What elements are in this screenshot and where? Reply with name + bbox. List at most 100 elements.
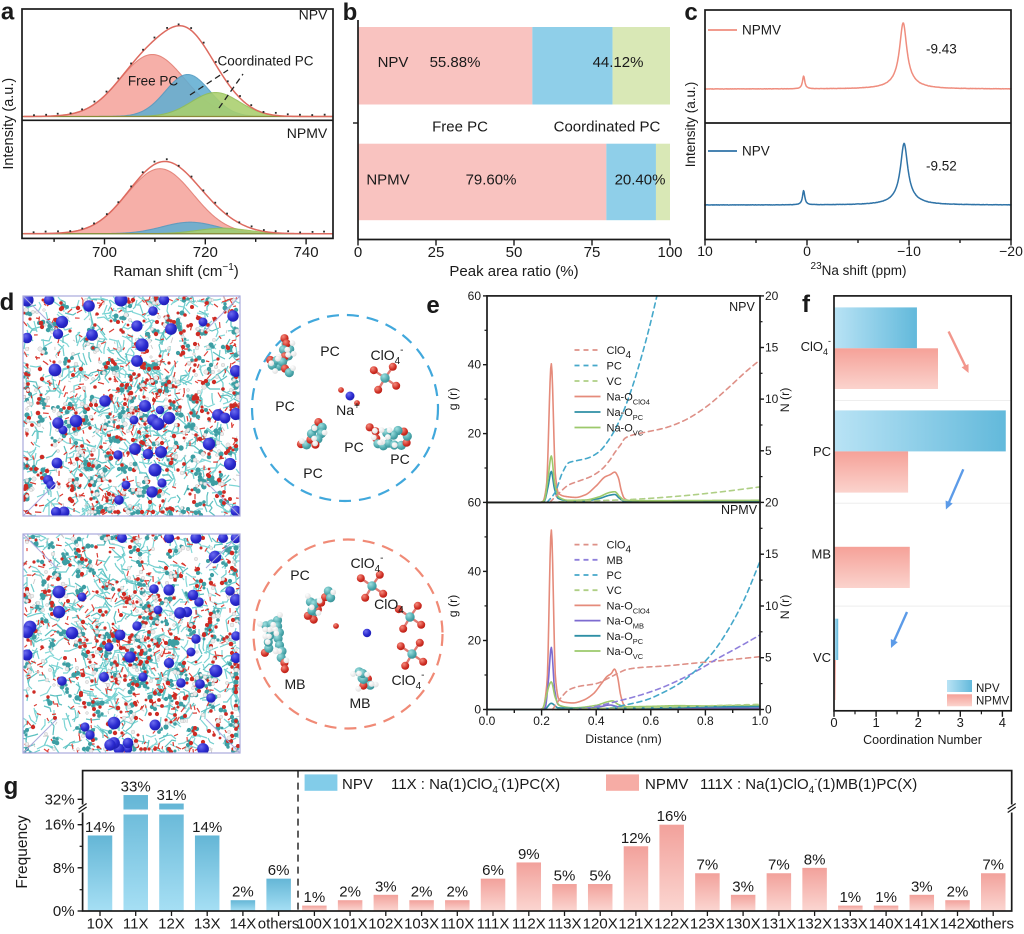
svg-text:PC: PC <box>390 451 409 467</box>
svg-text:102X: 102X <box>368 916 403 933</box>
svg-text:PC: PC <box>813 444 831 459</box>
svg-text:1.0: 1.0 <box>752 714 769 728</box>
svg-text:Intensity (a.u.): Intensity (a.u.) <box>683 82 698 168</box>
svg-text:112X: 112X <box>512 916 546 933</box>
svg-text:40: 40 <box>468 564 482 578</box>
svg-text:others: others <box>972 916 1014 933</box>
svg-text:0: 0 <box>474 703 481 717</box>
svg-text:10: 10 <box>765 599 779 613</box>
svg-text:PC: PC <box>607 361 622 373</box>
svg-text:5%: 5% <box>589 868 611 885</box>
svg-text:9%: 9% <box>518 846 540 863</box>
svg-text:60: 60 <box>468 495 482 509</box>
svg-text:20: 20 <box>468 634 482 648</box>
svg-text:79.60%: 79.60% <box>466 172 517 189</box>
svg-text:others: others <box>258 916 300 933</box>
svg-text:c: c <box>684 0 697 26</box>
svg-text:6%: 6% <box>482 862 504 879</box>
svg-text:0: 0 <box>765 703 772 717</box>
svg-text:−20: −20 <box>999 243 1023 259</box>
svg-text:NPMV: NPMV <box>721 503 758 517</box>
svg-text:23Na shift (ppm): 23Na shift (ppm) <box>811 261 907 278</box>
svg-text:1%: 1% <box>875 889 897 906</box>
svg-text:Coordinated PC: Coordinated PC <box>217 54 313 69</box>
svg-text:10X: 10X <box>87 916 114 933</box>
svg-text:NPMV: NPMV <box>645 776 688 793</box>
svg-text:ClO4: ClO4 <box>607 540 632 556</box>
svg-text:60: 60 <box>468 289 482 303</box>
svg-text:N (r): N (r) <box>778 595 792 620</box>
svg-text:120X: 120X <box>583 916 618 933</box>
svg-text:5: 5 <box>765 444 772 458</box>
svg-text:PC: PC <box>320 343 339 359</box>
svg-text:131X: 131X <box>761 916 796 933</box>
svg-text:44.12%: 44.12% <box>593 54 644 71</box>
svg-text:50: 50 <box>506 244 523 261</box>
svg-text:15: 15 <box>765 341 779 355</box>
svg-text:2%: 2% <box>947 884 969 901</box>
svg-text:8%: 8% <box>804 851 826 868</box>
svg-text:NPV: NPV <box>378 54 409 71</box>
svg-text:Raman shift (cm−1): Raman shift (cm−1) <box>113 262 239 280</box>
svg-text:12X: 12X <box>158 916 185 933</box>
svg-text:VC: VC <box>607 585 622 597</box>
svg-text:MB: MB <box>607 555 624 567</box>
svg-text:1%: 1% <box>839 889 861 906</box>
svg-text:0%: 0% <box>53 903 75 920</box>
svg-text:Free PC: Free PC <box>128 74 179 89</box>
svg-text:PC: PC <box>607 570 622 582</box>
svg-text:100: 100 <box>657 244 682 261</box>
svg-text:b: b <box>343 0 358 26</box>
svg-text:141X: 141X <box>904 916 939 933</box>
svg-text:14%: 14% <box>85 819 115 836</box>
svg-text:16%: 16% <box>657 808 687 825</box>
svg-text:MB: MB <box>285 676 306 692</box>
svg-text:142X: 142X <box>940 916 975 933</box>
svg-text:123X: 123X <box>690 916 725 933</box>
svg-text:20.40%: 20.40% <box>615 172 666 189</box>
svg-text:Peak area ratio (%): Peak area ratio (%) <box>449 263 578 280</box>
svg-text:0: 0 <box>354 244 362 261</box>
svg-text:-9.43: -9.43 <box>926 42 957 57</box>
svg-text:0.6: 0.6 <box>642 714 659 728</box>
svg-text:1: 1 <box>872 715 879 730</box>
svg-text:16%: 16% <box>45 817 75 834</box>
svg-text:5: 5 <box>765 651 772 665</box>
svg-text:NPV: NPV <box>742 144 770 159</box>
svg-text:PC: PC <box>275 398 294 414</box>
svg-text:100X: 100X <box>297 916 332 933</box>
svg-text:a: a <box>1 0 15 26</box>
svg-text:720: 720 <box>193 244 218 261</box>
svg-text:Coordination Number: Coordination Number <box>863 733 982 747</box>
svg-text:2%: 2% <box>232 884 254 901</box>
svg-text:31%: 31% <box>156 787 186 804</box>
svg-text:103X: 103X <box>404 916 439 933</box>
svg-text:132X: 132X <box>797 916 832 933</box>
svg-text:10: 10 <box>765 392 779 406</box>
svg-text:133X: 133X <box>833 916 868 933</box>
svg-text:MB: MB <box>350 695 371 711</box>
svg-text:15: 15 <box>765 547 779 561</box>
svg-text:130X: 130X <box>726 916 761 933</box>
svg-text:0: 0 <box>803 243 811 259</box>
svg-text:Coordinated PC: Coordinated PC <box>554 119 661 136</box>
svg-text:g (r): g (r) <box>446 595 460 618</box>
svg-text:e: e <box>426 292 439 319</box>
svg-text:2%: 2% <box>446 884 468 901</box>
svg-text:55.88%: 55.88% <box>430 54 481 71</box>
svg-text:NPV: NPV <box>342 776 373 793</box>
svg-text:122X: 122X <box>654 916 689 933</box>
svg-text:111X: 111X <box>477 916 510 933</box>
svg-text:2%: 2% <box>339 884 361 901</box>
svg-text:NPV: NPV <box>729 300 755 314</box>
svg-text:40: 40 <box>468 358 482 372</box>
svg-text:VC: VC <box>607 376 622 388</box>
svg-text:Intensity (a.u.): Intensity (a.u.) <box>1 78 17 170</box>
svg-text:8%: 8% <box>53 860 75 877</box>
svg-text:0: 0 <box>830 715 837 730</box>
svg-text:0.2: 0.2 <box>533 714 550 728</box>
svg-text:VC: VC <box>813 650 831 665</box>
svg-text:-9.52: -9.52 <box>926 159 957 174</box>
svg-text:12%: 12% <box>621 830 651 847</box>
svg-text:PC: PC <box>344 439 363 455</box>
